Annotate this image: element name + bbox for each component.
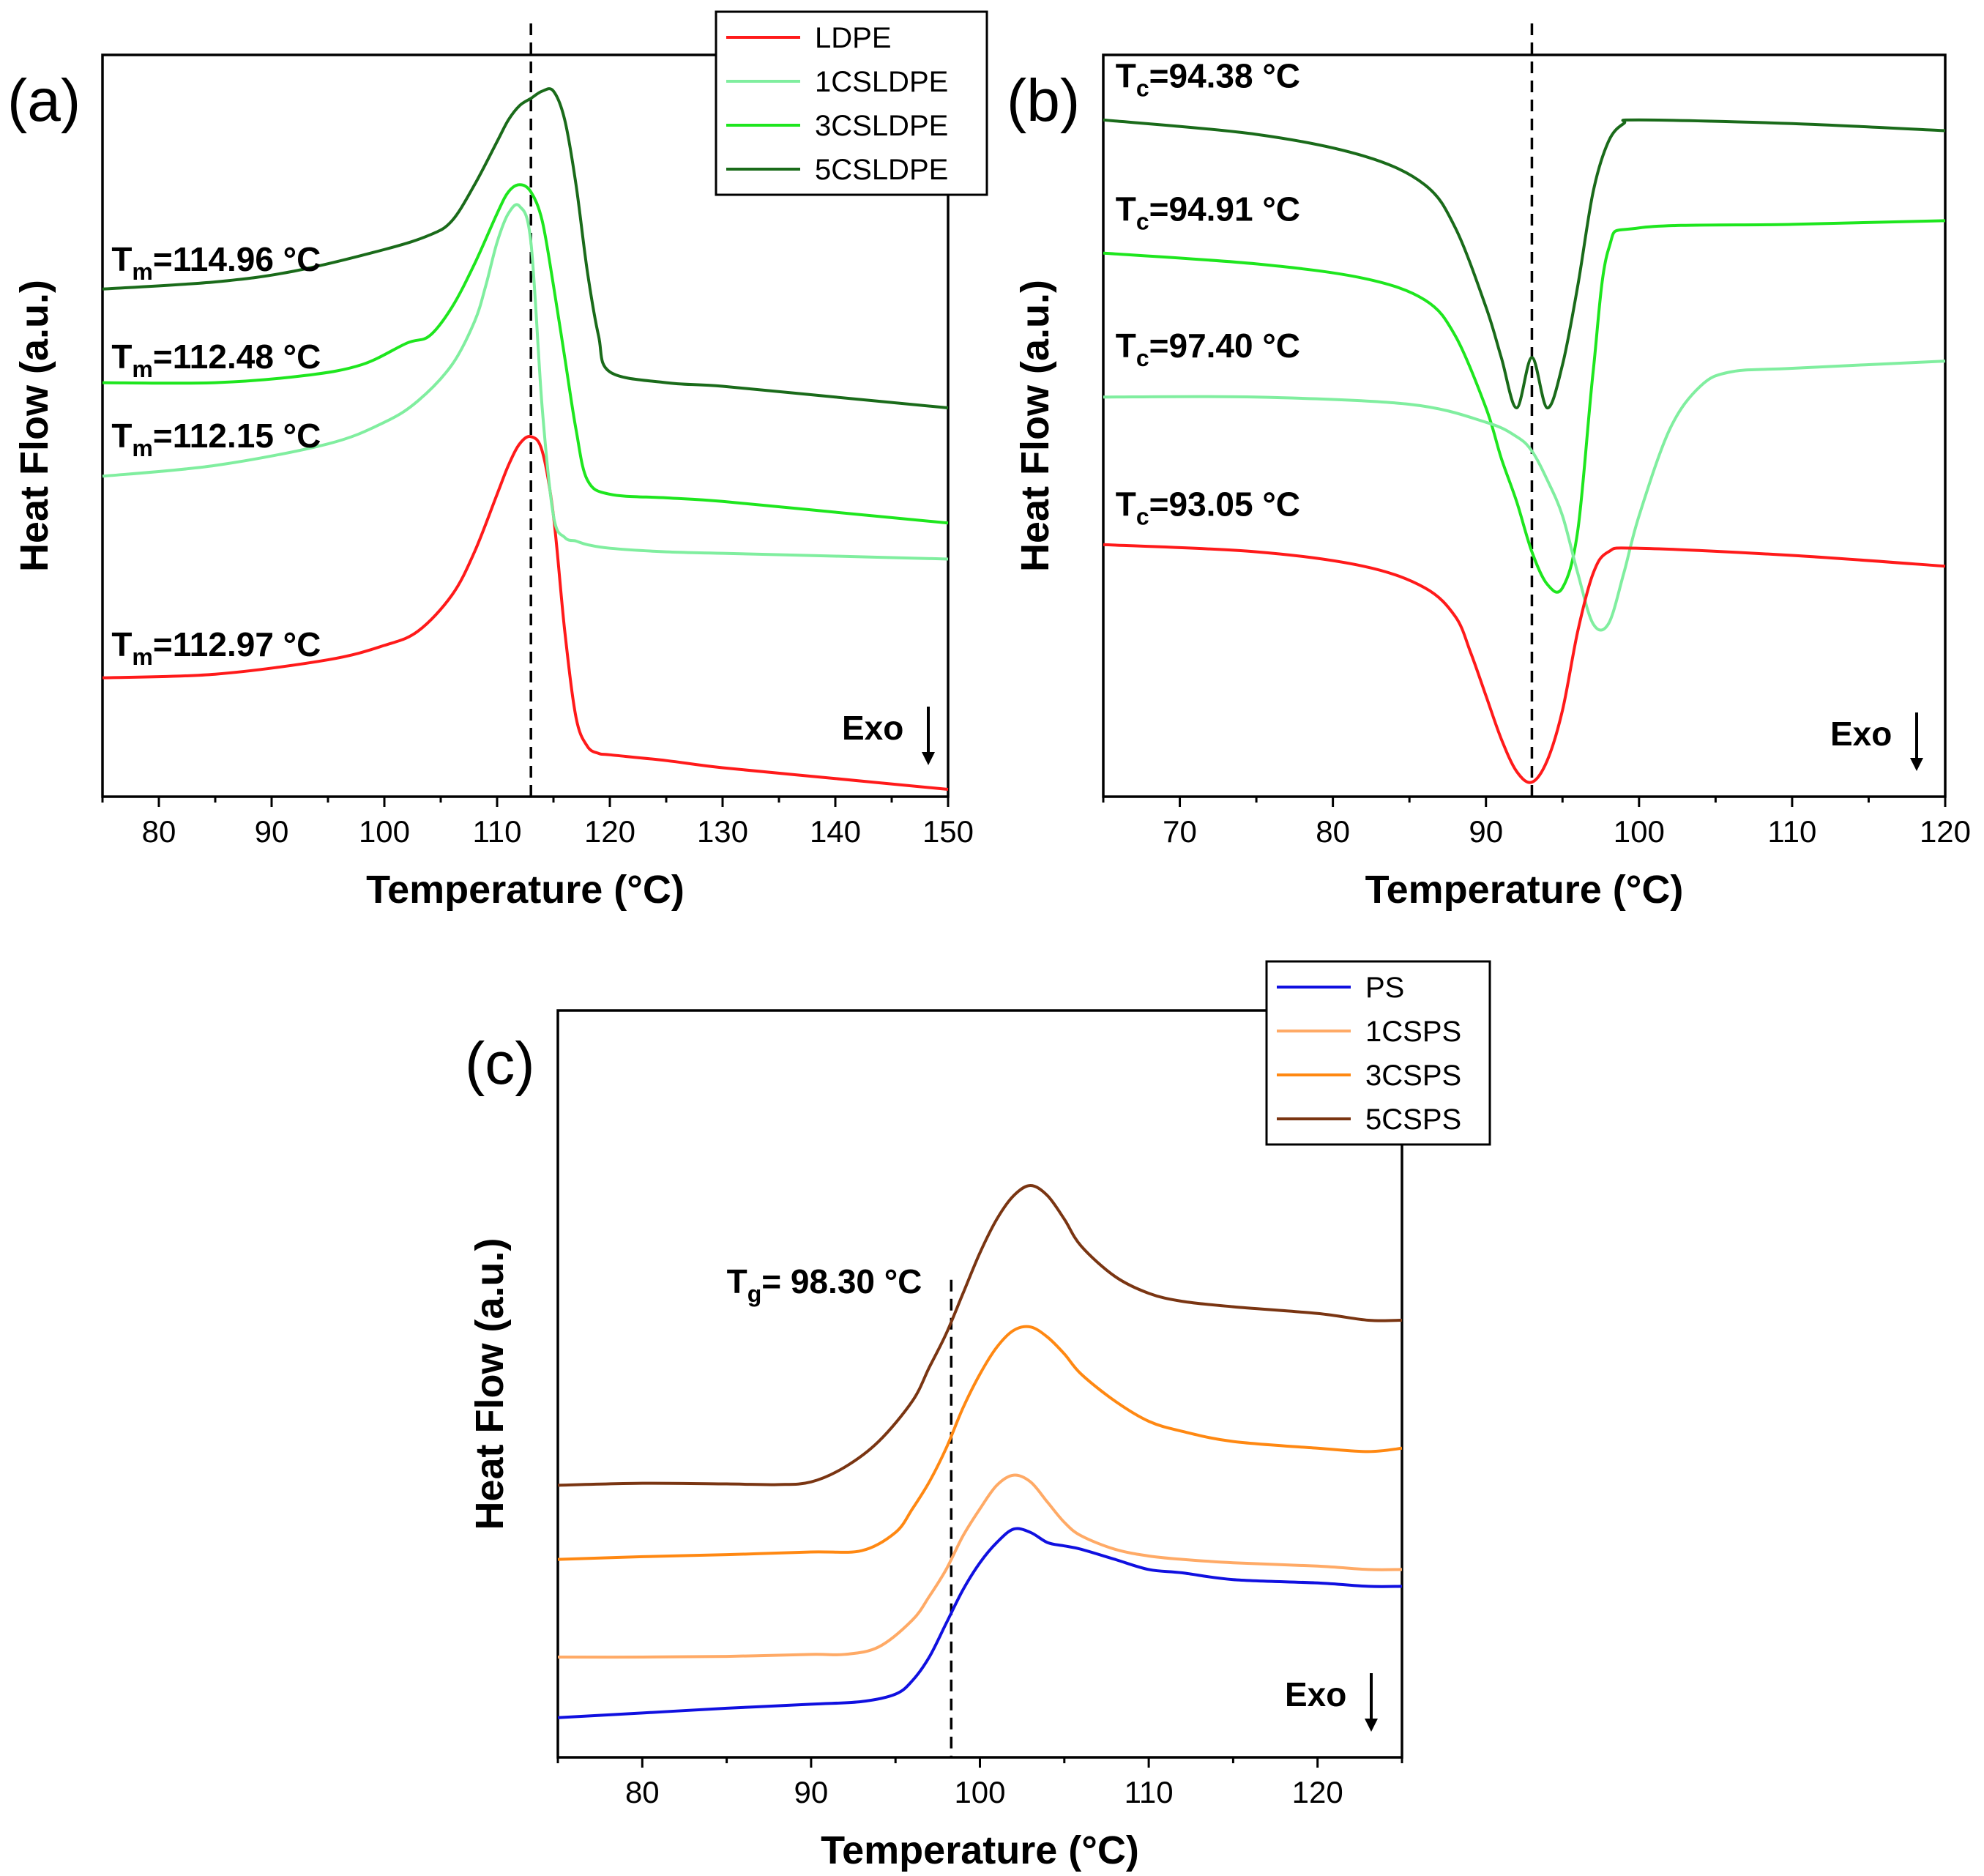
peak-temperature-annotation: Tc=93.05 °C bbox=[1116, 485, 1300, 529]
annotation-symbol: T bbox=[1116, 485, 1136, 523]
panel-label: (a) bbox=[7, 67, 81, 134]
annotation-value: =93.05 °C bbox=[1149, 485, 1300, 523]
x-tick-label: 110 bbox=[1767, 814, 1816, 849]
annotation-symbol: T bbox=[727, 1262, 747, 1300]
legend-entry: 3CSPS bbox=[1365, 1060, 1461, 1092]
exo-label: Exo bbox=[1285, 1675, 1346, 1713]
legend-entry: 5CSLDPE bbox=[815, 154, 948, 186]
panel-label: (b) bbox=[1007, 67, 1080, 134]
panel-c-chart: 80 90 100 110 120 Temperature (°C) Heat Flow (… bbox=[465, 960, 1491, 1872]
annotation-subscript: m bbox=[132, 258, 152, 285]
x-tick-label: 80 bbox=[142, 814, 176, 849]
series-line-1csldpe bbox=[1103, 360, 1946, 632]
x-axis-label: Temperature (°C) bbox=[1365, 868, 1684, 912]
series-line-ps bbox=[557, 1527, 1403, 1719]
series-line-5csldpe bbox=[102, 87, 949, 410]
down-arrow-head-icon bbox=[922, 752, 935, 765]
annotation-value: =112.97 °C bbox=[153, 625, 321, 663]
x-tick-label: 110 bbox=[473, 814, 522, 849]
panel-b-chart: 70 80 90 100 110 120 Temperature (°C) Heat Flow… bbox=[1007, 23, 1971, 912]
annotation-subscript: c bbox=[1136, 345, 1149, 371]
peak-temperature-annotation: Tg= 98.30 °C bbox=[727, 1262, 922, 1307]
series-line-5csps bbox=[557, 1184, 1403, 1487]
x-axis-label: Temperature (°C) bbox=[366, 868, 685, 912]
annotation-subscript: g bbox=[747, 1281, 762, 1307]
x-tick-label: 70 bbox=[1163, 814, 1197, 849]
legend-box bbox=[715, 10, 988, 196]
x-tick-label: 90 bbox=[1469, 814, 1503, 849]
x-tick-label: 100 bbox=[359, 814, 410, 849]
annotation-value: =94.91 °C bbox=[1149, 190, 1300, 228]
plot-frame bbox=[101, 53, 950, 798]
down-arrow-head-icon bbox=[1910, 758, 1923, 771]
series-line-3csldpe bbox=[102, 183, 949, 525]
x-tick-label: 120 bbox=[1292, 1775, 1343, 1809]
annotation-subscript: c bbox=[1136, 208, 1149, 234]
panel-a-chart: 80 90 100 110 120 130 140 150 Temperature (°C) He… bbox=[7, 10, 988, 912]
series-line-ldpe bbox=[102, 435, 949, 791]
x-tick-label: 150 bbox=[922, 814, 974, 849]
x-tick-label: 110 bbox=[1125, 1775, 1174, 1809]
x-tick-label: 130 bbox=[697, 814, 748, 849]
series-line-5csldpe bbox=[1103, 118, 1946, 410]
legend-entry: 1CSLDPE bbox=[815, 66, 948, 98]
annotation-subscript: c bbox=[1136, 75, 1149, 102]
panel-label: (c) bbox=[465, 1030, 535, 1097]
legend-box bbox=[1265, 960, 1491, 1146]
y-axis-label: Heat Flow (a.u.) bbox=[12, 280, 56, 572]
peak-temperature-annotation: Tm=112.48 °C bbox=[111, 338, 321, 382]
annotation-symbol: T bbox=[111, 625, 132, 663]
annotation-subscript: m bbox=[132, 644, 152, 670]
annotation-value: =97.40 °C bbox=[1149, 327, 1300, 365]
x-tick-label: 80 bbox=[1316, 814, 1350, 849]
annotation-symbol: T bbox=[111, 240, 132, 278]
legend-entry: LDPE bbox=[815, 22, 892, 54]
series-line-3csldpe bbox=[1103, 219, 1946, 594]
x-tick-label: 80 bbox=[625, 1775, 660, 1809]
x-tick-label: 140 bbox=[810, 814, 861, 849]
exo-label: Exo bbox=[1830, 715, 1892, 753]
series-line-ldpe bbox=[1103, 543, 1946, 784]
annotation-symbol: T bbox=[1116, 57, 1136, 95]
x-tick-label: 90 bbox=[255, 814, 289, 849]
x-axis-label: Temperature (°C) bbox=[821, 1828, 1139, 1872]
x-tick-label: 100 bbox=[954, 1775, 1005, 1809]
annotation-value: = 98.30 °C bbox=[761, 1262, 922, 1300]
plot-frame bbox=[1102, 53, 1947, 798]
annotation-value: =94.38 °C bbox=[1149, 57, 1300, 95]
annotation-value: =114.96 °C bbox=[153, 240, 321, 278]
peak-temperature-annotation: Tm=112.15 °C bbox=[111, 417, 321, 461]
x-tick-label: 120 bbox=[1920, 814, 1971, 849]
peak-temperature-annotation: Tc=94.91 °C bbox=[1116, 190, 1300, 234]
annotation-subscript: m bbox=[132, 356, 152, 382]
peak-temperature-annotation: Tc=94.38 °C bbox=[1116, 57, 1300, 102]
x-tick-label: 120 bbox=[584, 814, 635, 849]
annotation-subscript: m bbox=[132, 435, 152, 461]
y-axis-label: Heat Flow (a.u.) bbox=[1013, 280, 1057, 572]
legend-entry: 1CSPS bbox=[1365, 1016, 1461, 1048]
series-line-1csps bbox=[557, 1473, 1403, 1659]
down-arrow-head-icon bbox=[1365, 1719, 1378, 1732]
legend-entry: 3CSLDPE bbox=[815, 110, 948, 142]
x-tick-label: 100 bbox=[1614, 814, 1665, 849]
series-line-1csldpe bbox=[102, 203, 949, 561]
annotation-symbol: T bbox=[111, 338, 132, 376]
legend-entry: PS bbox=[1365, 972, 1404, 1004]
annotation-value: =112.48 °C bbox=[153, 338, 321, 376]
annotation-symbol: T bbox=[1116, 190, 1136, 228]
annotation-subscript: c bbox=[1136, 503, 1149, 529]
legend-entry: 5CSPS bbox=[1365, 1103, 1461, 1136]
peak-temperature-annotation: Tm=112.97 °C bbox=[111, 625, 321, 670]
peak-temperature-annotation: Tc=97.40 °C bbox=[1116, 327, 1300, 371]
series-line-3csps bbox=[557, 1325, 1403, 1561]
annotation-value: =112.15 °C bbox=[153, 417, 321, 455]
annotation-symbol: T bbox=[1116, 327, 1136, 365]
peak-temperature-annotation: Tm=114.96 °C bbox=[111, 240, 321, 285]
annotation-symbol: T bbox=[111, 417, 132, 455]
y-axis-label: Heat Flow (a.u.) bbox=[468, 1237, 512, 1530]
exo-label: Exo bbox=[842, 709, 903, 747]
x-tick-label: 90 bbox=[794, 1775, 829, 1809]
